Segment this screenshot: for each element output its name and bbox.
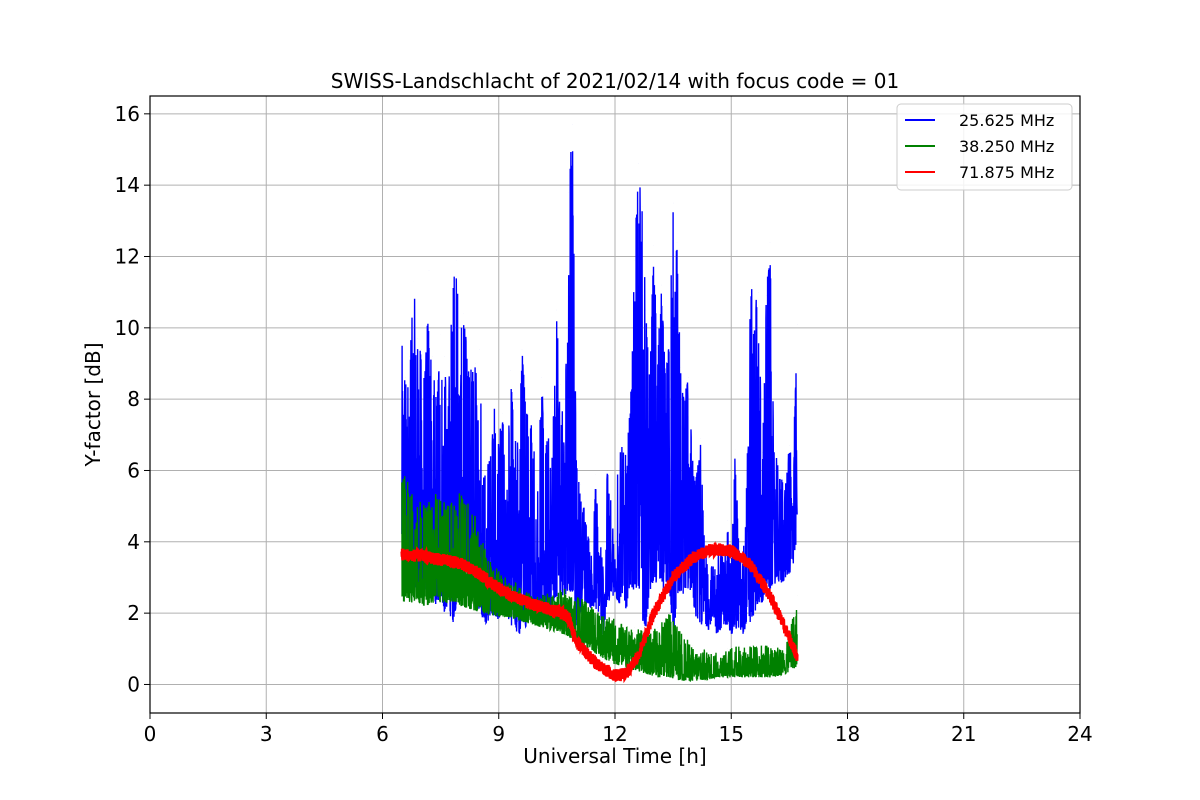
y-tick-label: 6: [127, 458, 140, 482]
legend-entry: 25.625 MHz: [959, 111, 1054, 130]
x-tick-label: 18: [835, 722, 860, 746]
y-tick-label: 4: [127, 530, 140, 554]
legend-entry: 71.875 MHz: [959, 163, 1054, 182]
y-tick-label: 14: [115, 173, 140, 197]
x-tick-label: 12: [602, 722, 627, 746]
series-3: [400, 541, 799, 684]
series-line: [401, 476, 798, 682]
x-tick-label: 3: [260, 722, 273, 746]
y-tick-label: 8: [127, 387, 140, 411]
y-tick-label: 16: [115, 102, 140, 126]
y-tick-label: 10: [115, 316, 140, 340]
y-tick-label: 2: [127, 601, 140, 625]
x-tick-label: 21: [951, 722, 976, 746]
x-tick-label: 0: [144, 722, 157, 746]
series-2: [401, 470, 798, 682]
legend-box: [896, 103, 1073, 191]
legend: 25.625 MHz 38.250 MHz 71.875 MHz: [896, 103, 1073, 191]
legend-entry: 38.250 MHz: [959, 137, 1054, 156]
chart-title: SWISS-Landschlacht of 2021/02/14 with fo…: [331, 69, 899, 93]
x-tick-label: 15: [719, 722, 744, 746]
y-tick-label: 12: [115, 244, 140, 268]
x-tick-label: 24: [1067, 722, 1092, 746]
x-tick-label: 6: [376, 722, 389, 746]
x-tick-label: 9: [492, 722, 505, 746]
y-axis-label: Y-factor [dB]: [81, 342, 105, 467]
y-tick-label: 0: [127, 672, 140, 696]
x-axis-label: Universal Time [h]: [523, 744, 706, 768]
plot-area: [400, 124, 799, 684]
